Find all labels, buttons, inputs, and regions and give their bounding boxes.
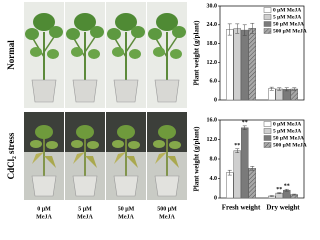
error-bar bbox=[242, 24, 247, 36]
error-bar bbox=[250, 22, 255, 34]
significance: ** bbox=[234, 143, 240, 149]
legend-label: 0 μM MeJA bbox=[273, 7, 301, 13]
x-tick-label: Fresh weight bbox=[222, 204, 261, 212]
legend-swatch bbox=[263, 7, 272, 13]
y-tick-label: 12.0 bbox=[207, 60, 218, 66]
significance: ** bbox=[284, 184, 290, 190]
photo bbox=[24, 112, 64, 200]
legend-label: 50 μM MeJA bbox=[273, 135, 304, 141]
photo bbox=[65, 112, 105, 200]
bar bbox=[233, 28, 241, 101]
error-bar bbox=[235, 148, 240, 153]
bar bbox=[241, 29, 249, 101]
y-axis-label: Plant weight (g/plant) bbox=[193, 20, 201, 86]
bar bbox=[248, 168, 256, 199]
y-tick-label: 0 bbox=[214, 195, 217, 201]
error-bar bbox=[284, 188, 289, 192]
plot-frame bbox=[219, 5, 305, 101]
legend-swatch bbox=[263, 14, 272, 20]
photos bbox=[24, 2, 187, 200]
y-tick-label: 0 bbox=[214, 97, 217, 103]
error-bar bbox=[292, 87, 297, 91]
column-label: MeJA bbox=[159, 214, 175, 220]
bar bbox=[233, 150, 241, 199]
error-bar bbox=[284, 87, 289, 92]
error-bar bbox=[242, 125, 247, 130]
y-tick-label: 8.0 bbox=[210, 156, 218, 162]
y-tick-label: 30.0 bbox=[207, 3, 218, 9]
column-label: 0 μM bbox=[37, 206, 51, 212]
bar bbox=[275, 88, 283, 101]
x-tick-label: Dry weight bbox=[266, 204, 300, 212]
y-tick-label: 18.0 bbox=[207, 41, 218, 47]
photo bbox=[106, 2, 146, 108]
significance: ** bbox=[242, 120, 248, 126]
bar bbox=[248, 27, 256, 101]
photo bbox=[65, 2, 105, 108]
bar bbox=[241, 127, 249, 199]
legend-label: 50 μM MeJA bbox=[273, 21, 304, 27]
error-bar bbox=[277, 192, 282, 194]
legend-swatch bbox=[263, 121, 272, 127]
photo bbox=[24, 2, 64, 108]
column-label: MeJA bbox=[118, 214, 134, 220]
legend-swatch bbox=[263, 135, 272, 141]
error-bar bbox=[235, 23, 240, 34]
legend-swatch bbox=[263, 128, 272, 134]
photo bbox=[147, 2, 187, 108]
column-label: 500 μM bbox=[157, 206, 177, 212]
row-label: Normal bbox=[6, 40, 16, 70]
bar bbox=[226, 29, 234, 101]
y-tick-label: 16.0 bbox=[207, 117, 218, 123]
error-bar bbox=[292, 193, 297, 196]
legend-swatch bbox=[263, 142, 272, 148]
bar bbox=[226, 172, 234, 199]
column-label: 5 μM bbox=[78, 206, 92, 212]
legend-label: 5 μM MeJA bbox=[273, 128, 301, 134]
legend-label: 5 μM MeJA bbox=[273, 14, 301, 20]
figure: Normal CdCl₂ stress 0 μM MeJA 5 μM MeJA 50 μ… bbox=[6, 2, 307, 220]
legend-label: 500 μM MeJA bbox=[273, 28, 307, 34]
error-bar bbox=[269, 86, 274, 91]
y-tick-label: 12.0 bbox=[207, 137, 218, 143]
significance: ** bbox=[276, 187, 282, 193]
y-tick-label: 4.0 bbox=[210, 176, 218, 182]
row-label: CdCl₂ stress bbox=[6, 132, 16, 179]
y-tick-label: 6.0 bbox=[210, 79, 218, 85]
photo bbox=[147, 112, 187, 200]
error-bar bbox=[269, 195, 274, 197]
legend-swatch bbox=[263, 28, 272, 34]
error-bar bbox=[250, 166, 255, 171]
error-bar bbox=[227, 23, 232, 36]
column-label: MeJA bbox=[36, 214, 52, 220]
column-label: MeJA bbox=[77, 214, 93, 220]
error-bar bbox=[277, 87, 282, 91]
y-tick-label: 24.0 bbox=[207, 22, 218, 28]
column-label: 50 μM bbox=[118, 206, 135, 212]
y-axis-label: Plant weight (g/plant) bbox=[193, 126, 201, 192]
error-bar bbox=[227, 169, 232, 176]
photo bbox=[106, 112, 146, 200]
legend-label: 500 μM MeJA bbox=[273, 142, 307, 148]
legend-label: 0 μM MeJA bbox=[273, 121, 301, 127]
legend-swatch bbox=[263, 21, 272, 27]
bar bbox=[290, 88, 298, 101]
